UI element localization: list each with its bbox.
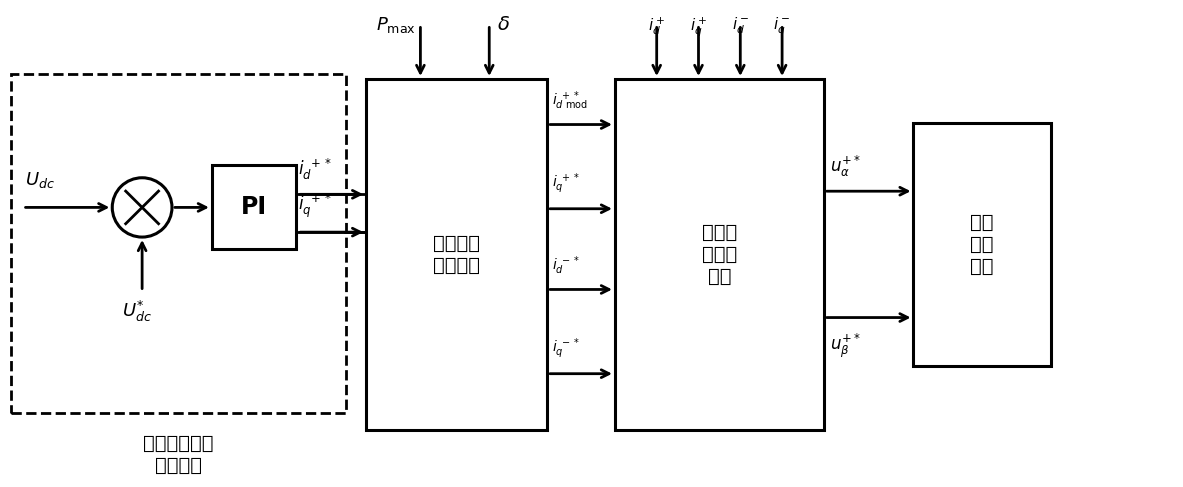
- Bar: [366, 79, 548, 430]
- Text: $i_{d\ \rm mod}^{\ +*}$: $i_{d\ \rm mod}^{\ +*}$: [552, 89, 588, 112]
- Text: 脉宽
调制
单元: 脉宽 调制 单元: [970, 213, 994, 276]
- Bar: [615, 79, 823, 430]
- Text: 在线电流
限制单元: 在线电流 限制单元: [433, 234, 480, 275]
- Text: $i_q^{\ +*}$: $i_q^{\ +*}$: [298, 192, 332, 220]
- Text: $i_q^-$: $i_q^-$: [774, 16, 790, 38]
- Text: $P_{\rm max}$: $P_{\rm max}$: [375, 15, 415, 35]
- Text: 双电流
环控制
单元: 双电流 环控制 单元: [702, 223, 737, 286]
- Text: $i_d^+$: $i_d^+$: [648, 16, 665, 37]
- Circle shape: [112, 178, 172, 237]
- Text: $u_\alpha^{+*}$: $u_\alpha^{+*}$: [830, 154, 861, 179]
- Text: $i_d^{\ +*}$: $i_d^{\ +*}$: [298, 157, 332, 183]
- Bar: [913, 123, 1051, 366]
- Bar: [212, 165, 297, 249]
- Bar: [11, 74, 347, 413]
- Text: PI: PI: [241, 195, 267, 219]
- Text: $\delta$: $\delta$: [497, 15, 510, 34]
- Text: $u_\beta^{+*}$: $u_\beta^{+*}$: [830, 331, 861, 360]
- Text: $i_q^{\ +*}$: $i_q^{\ +*}$: [552, 171, 581, 196]
- Text: 正序参考电流
调制单元: 正序参考电流 调制单元: [143, 434, 214, 475]
- Text: $i_d^{\ -*}$: $i_d^{\ -*}$: [552, 254, 581, 277]
- Text: $i_d^-$: $i_d^-$: [731, 16, 749, 36]
- Text: $U^{*}_{dc}$: $U^{*}_{dc}$: [122, 299, 153, 323]
- Text: $i_q^{\ -*}$: $i_q^{\ -*}$: [552, 337, 581, 361]
- Text: $U_{dc}$: $U_{dc}$: [25, 169, 54, 189]
- Text: $i_q^+$: $i_q^+$: [690, 16, 707, 39]
